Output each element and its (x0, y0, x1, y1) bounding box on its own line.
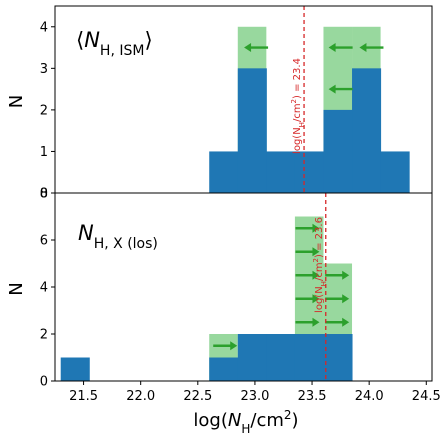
x-tick-label: 23.5 (298, 389, 327, 404)
blue-bar (323, 334, 353, 381)
top-panel: log(NH/cm2) = 23.4 0 1 2 3 4 N ⟨NH, ISM⟩ (6, 5, 433, 202)
x-tick-label: 21.5 (69, 389, 98, 404)
y-tick-label: 6 (40, 234, 48, 249)
arrow-head (342, 270, 350, 280)
arrow-head (359, 43, 367, 53)
arrow-icon (295, 247, 320, 257)
blue-bar (323, 109, 353, 193)
arrow-head (312, 223, 320, 233)
y-tick-label: 2 (40, 328, 48, 343)
panel-label: NH, X (los) (78, 221, 158, 252)
arrow-head (230, 341, 238, 351)
blue-bar (266, 151, 296, 193)
bottom-panel: log(NH/cm2) = 23.6 0 2 4 6 8 N NH, X (los) 21.5 2… (6, 187, 441, 405)
threshold-label: log(NH/cm2) = 23.4 (290, 58, 306, 154)
arrow-head (312, 294, 320, 304)
arrow-icon (295, 270, 320, 280)
arrow-head (312, 270, 320, 280)
blue-bar (294, 151, 324, 193)
x-tick-label: 23.0 (240, 389, 269, 404)
arrow-icon (328, 84, 353, 94)
y-tick-label: 1 (40, 145, 48, 160)
threshold-label: log(NH/cm2) = 23.6 (312, 217, 328, 313)
arrow-icon (325, 270, 350, 280)
blue-bar (266, 334, 296, 381)
panel-label: ⟨NH, ISM⟩ (76, 28, 153, 59)
y-tick-label: 2 (40, 103, 48, 118)
arrow-icon (244, 43, 269, 53)
blue-bar (237, 334, 267, 381)
arrow-icon (295, 294, 320, 304)
arrow-icon (213, 341, 238, 351)
y-tick-label: 8 (40, 187, 48, 202)
blue-bar (237, 68, 267, 193)
x-tick-label: 24.0 (355, 389, 384, 404)
arrow-icon (325, 294, 350, 304)
blue-bar (209, 151, 239, 193)
arrow-icon (328, 43, 353, 53)
arrow-head (342, 317, 350, 327)
arrow-head (244, 43, 252, 53)
arrow-head (342, 294, 350, 304)
y-axis-label: N (6, 282, 27, 295)
x-tick-label: 22.0 (126, 389, 155, 404)
y-axis-label: N (6, 95, 27, 108)
y-tick-label: 3 (40, 62, 48, 77)
y-tick-label: 4 (40, 20, 48, 35)
arrow-icon (295, 317, 320, 327)
x-tick-label: 24.5 (412, 389, 441, 404)
blue-bar (352, 68, 382, 193)
blue-bar (60, 357, 90, 381)
arrow-head (312, 247, 320, 257)
arrow-head (312, 317, 320, 327)
arrow-head (328, 43, 336, 53)
arrow-icon (295, 223, 320, 233)
y-tick-label: 4 (40, 281, 48, 296)
y-tick-label: 0 (40, 187, 48, 202)
x-tick-label: 22.5 (183, 389, 212, 404)
arrow-icon (325, 317, 350, 327)
blue-bar (294, 334, 324, 381)
arrow-icon (359, 43, 384, 53)
x-axis-label: log(NH/cm2) (193, 408, 298, 436)
arrow-head (328, 84, 336, 94)
blue-bar (209, 357, 239, 381)
blue-bar (380, 151, 410, 193)
y-tick-label: 0 (40, 375, 48, 390)
